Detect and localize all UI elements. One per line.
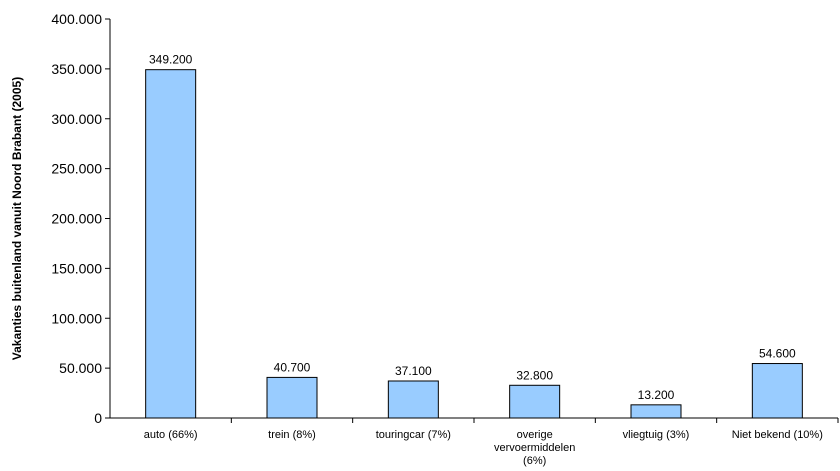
data-label: 349.200 <box>149 53 193 67</box>
data-label: 32.800 <box>516 368 553 382</box>
bar <box>509 384 561 419</box>
data-label: 13.200 <box>638 388 675 402</box>
y-tick-label: 150.000 <box>51 260 102 276</box>
axes <box>105 18 839 423</box>
y-tick-label: 0 <box>94 410 102 426</box>
data-label: 37.100 <box>395 364 432 378</box>
x-tick-label: auto (66%) <box>144 429 198 441</box>
y-axis-label: Vakanties buitenland vanuit Noord Braban… <box>10 77 24 360</box>
x-tick-label: overige vervoermiddelen (6%) <box>494 429 575 467</box>
y-tick-label: 350.000 <box>51 61 102 77</box>
x-tick-label: Niet bekend (10%) <box>732 429 823 441</box>
x-tick-label: touringcar (7%) <box>376 429 451 441</box>
labels: 0 50.000 100.000 150.000 200.000 250.000 300.0… <box>10 11 823 467</box>
data-label: 54.600 <box>759 347 796 361</box>
bars <box>145 69 803 419</box>
y-tick-label: 50.000 <box>59 360 102 376</box>
bar <box>751 363 803 419</box>
bar <box>266 376 318 419</box>
y-tick-label: 250.000 <box>51 161 102 177</box>
x-tick-label: vliegtuig (3%) <box>623 429 690 441</box>
y-tick-label: 200.000 <box>51 211 102 227</box>
bar <box>630 404 682 419</box>
bar <box>387 380 439 419</box>
bar <box>145 69 197 419</box>
x-tick-label: trein (8%) <box>268 429 316 441</box>
data-label: 40.700 <box>274 360 311 374</box>
y-tick-label: 100.000 <box>51 310 102 326</box>
y-tick-label: 400.000 <box>51 11 102 27</box>
y-tick-label: 300.000 <box>51 111 102 127</box>
